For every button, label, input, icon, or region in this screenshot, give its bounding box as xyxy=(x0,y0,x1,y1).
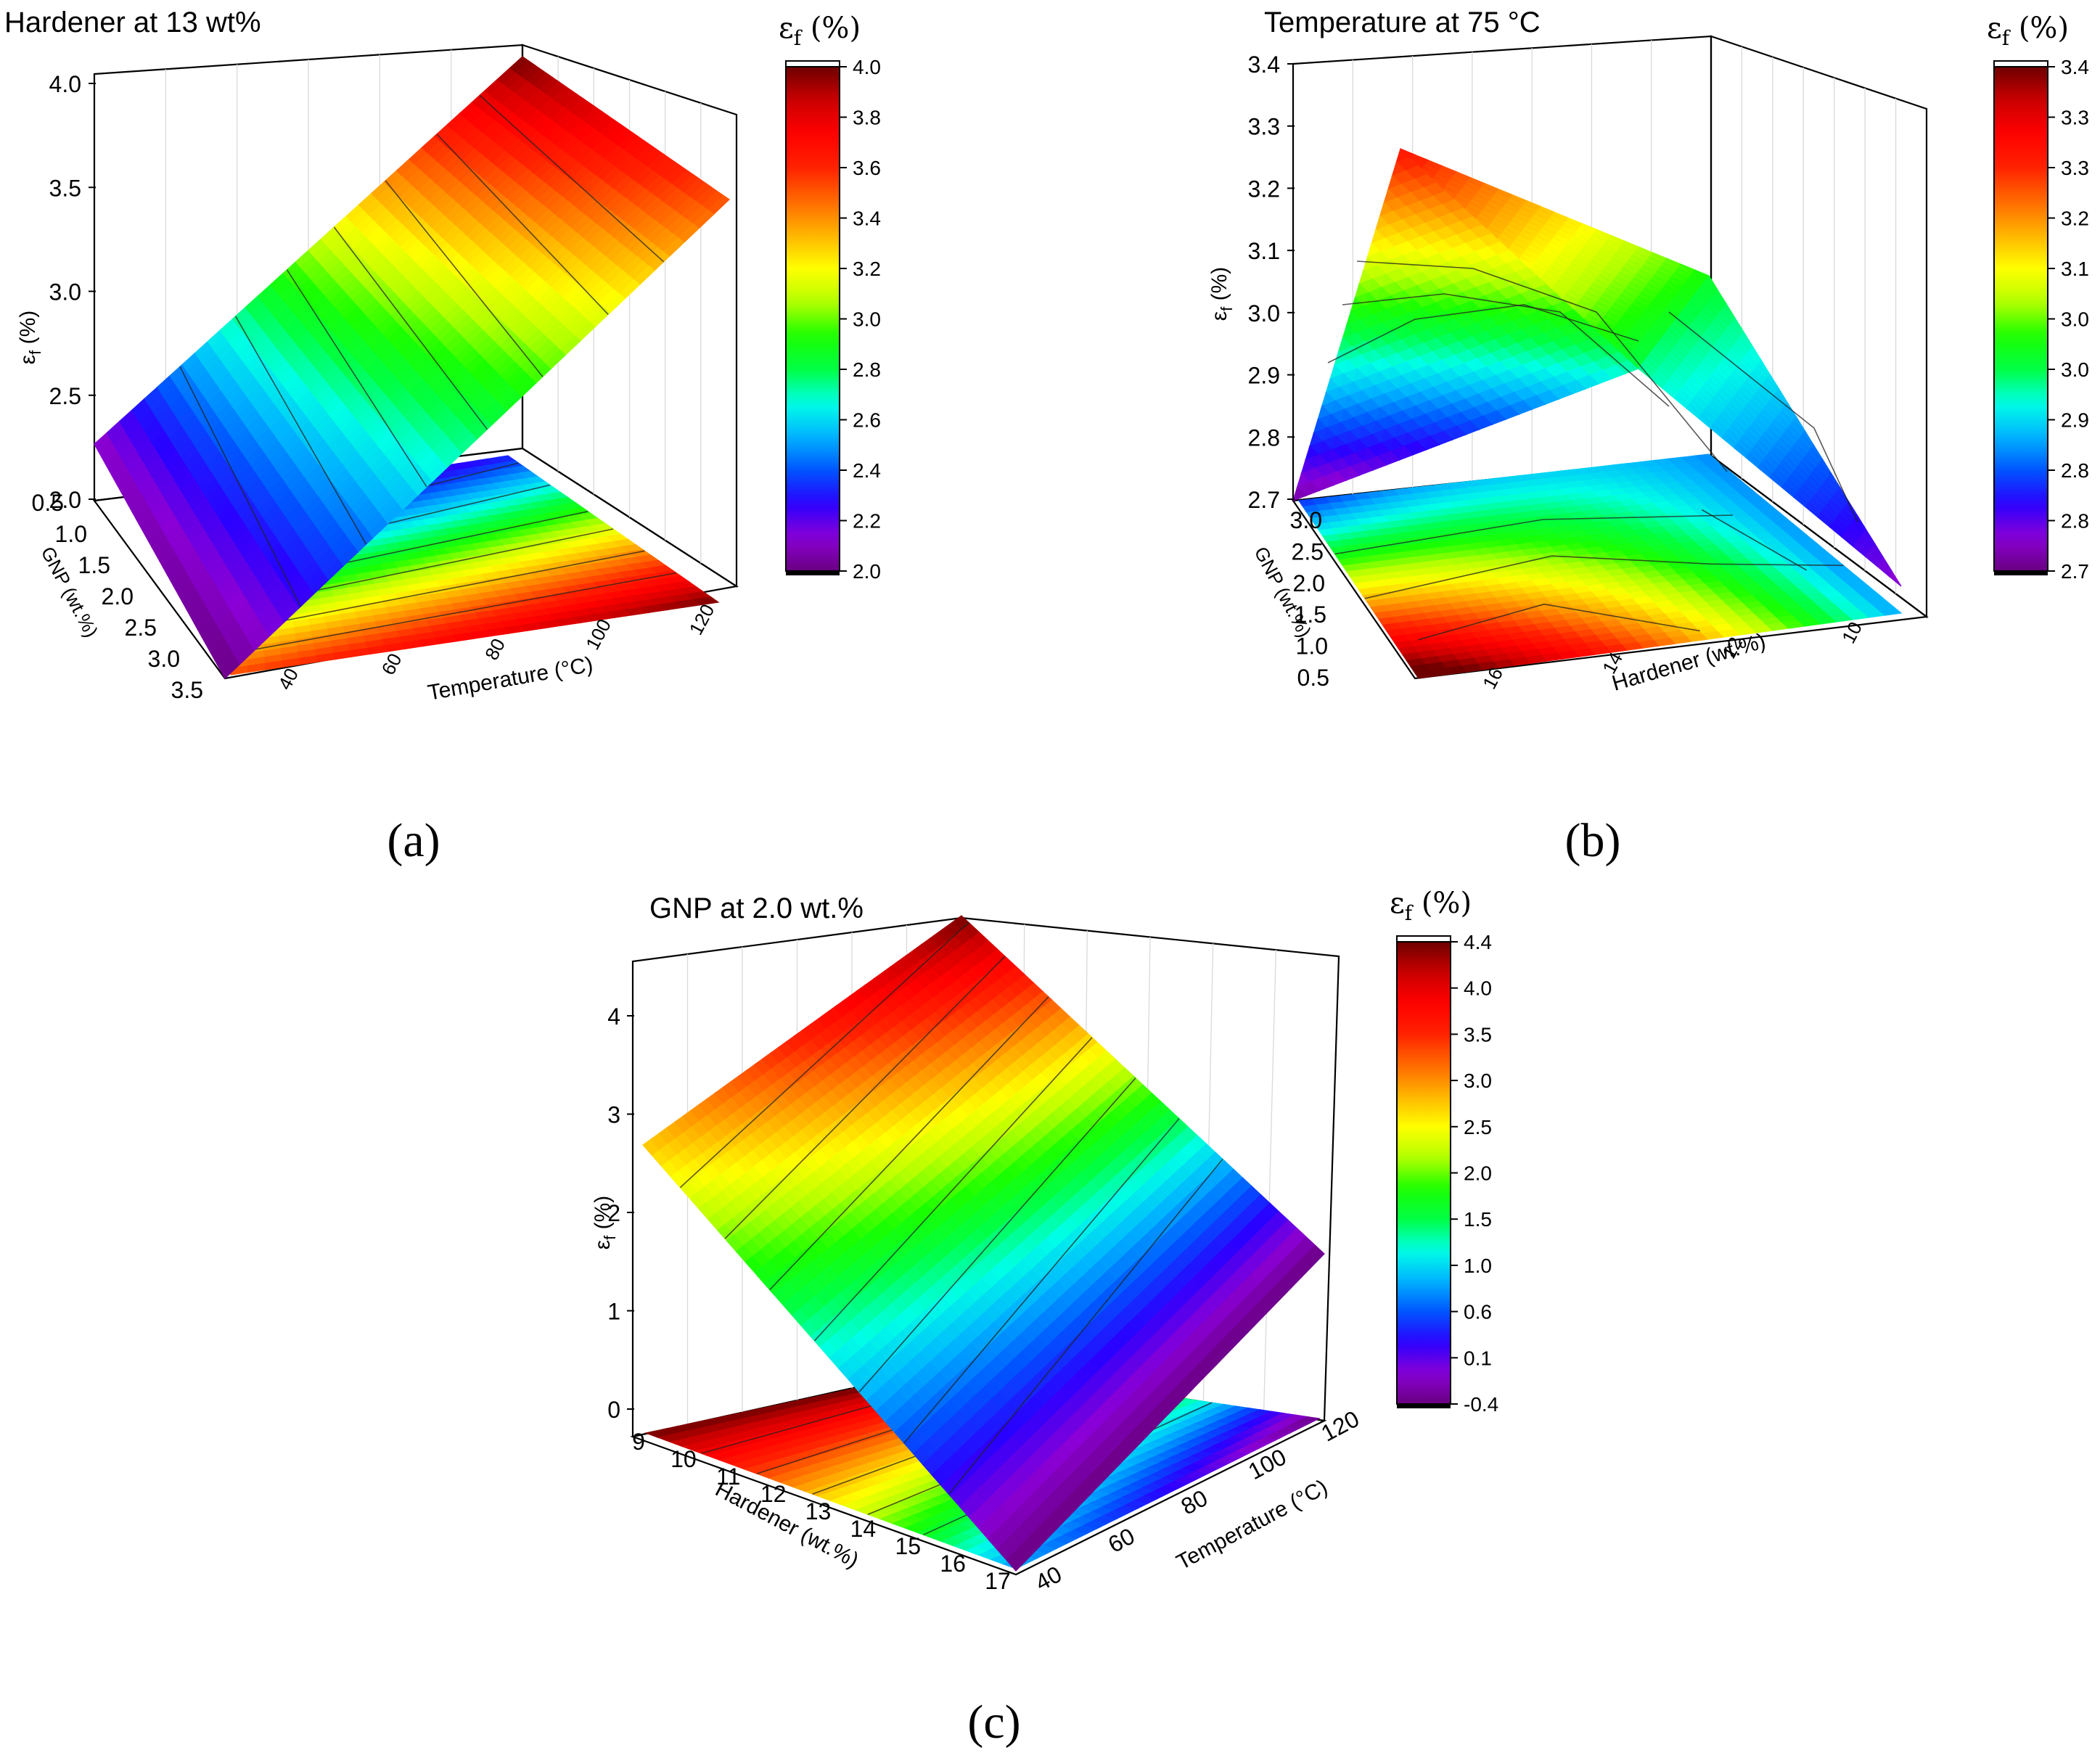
a-floor-contour-line xyxy=(231,550,645,632)
colorbar-tick-label: 3.0 xyxy=(2061,358,2089,381)
colorbar-tick-label: 3.0 xyxy=(2061,308,2089,331)
z-tick-label: 3.0 xyxy=(1248,300,1280,327)
colorbar-tick-label: 3.2 xyxy=(2061,208,2089,230)
a-floor-cell xyxy=(692,596,720,606)
panel-b-title: Temperature at 75 °C xyxy=(1264,7,1541,38)
colorbar-tick-label: 3.1 xyxy=(2061,258,2089,280)
colorbar-tick-label: 2.4 xyxy=(853,459,881,482)
panel-a-x-axis-label: Temperature (°C) xyxy=(426,652,595,705)
z-tick-label: 4.0 xyxy=(49,71,81,97)
colorbar-tick-label: 3.6 xyxy=(853,157,881,179)
colorbar-tick-label: 2.9 xyxy=(2061,409,2089,432)
panel-a-colorbar: εf (%) 2.0 2.2 2.4 2.6 2.8 3.0 3.2 3.4 3.6 3.8 4.0 xyxy=(779,12,881,583)
y-tick-label: 1.5 xyxy=(78,552,110,578)
y-tick-label: 0.5 xyxy=(1297,665,1329,691)
y-tick-label: 2.5 xyxy=(125,615,157,641)
panel-a-z-axis-label: εf (%) xyxy=(16,311,44,365)
colorbar-tick-label: 3.4 xyxy=(2061,56,2089,78)
colorbar-bar xyxy=(1993,66,2048,572)
panel-b-colorbar: εf (%) 2.7 2.8 2.8 2.9 3.0 3.0 3.1 3.2 3.3 3.3 3.4 xyxy=(1987,12,2089,583)
z-tick-label: 2.8 xyxy=(1248,424,1280,451)
panel-a-surface xyxy=(94,56,730,679)
colorbar-tick-label: 3.8 xyxy=(853,107,881,129)
b-surface-cell xyxy=(1888,571,1902,587)
colorbar-tick-label: 2.6 xyxy=(853,409,881,432)
z-tick-label: 3.0 xyxy=(49,279,81,305)
x-tick-label: 10 xyxy=(1837,618,1866,647)
z-tick-label: 3.2 xyxy=(1248,176,1280,202)
x-tick-label: 60 xyxy=(377,649,406,678)
z-tick-label: 3.5 xyxy=(49,175,81,201)
colorbar-tick-label: 3.3 xyxy=(2061,157,2089,179)
colorbar-title: εf (%) xyxy=(779,12,861,50)
z-tick-label: 3.4 xyxy=(1248,52,1280,78)
z-tick-label: 2.9 xyxy=(1248,363,1280,389)
colorbar-tick-label: 3.3 xyxy=(2061,107,2089,129)
y-tick-label: 3.0 xyxy=(1290,507,1322,533)
colorbar-tick-label: 3.0 xyxy=(853,308,881,331)
colorbar-cap-bottom xyxy=(1994,571,2048,575)
y-tick-label: 3.5 xyxy=(171,677,203,703)
y-tick-label: 2.5 xyxy=(1292,538,1324,565)
colorbar-tick-label: 3.4 xyxy=(853,208,881,230)
colorbar-tick-label: 2.0 xyxy=(853,560,881,583)
y-tick-label: 0.5 xyxy=(32,490,64,516)
panel-c-title: GNP at 2.0 wt.% xyxy=(649,892,864,924)
y-tick-label: 2.0 xyxy=(102,583,134,609)
panel-a-label: (a) xyxy=(387,814,440,867)
colorbar-bar xyxy=(785,66,840,572)
colorbar-tick-label: 2.2 xyxy=(853,510,881,533)
colorbar-cap-bottom xyxy=(786,571,840,575)
panel-b: Temperature at 75 °C 2.7 2.8 2.9 3.0 3.1 3.2 3… xyxy=(1207,7,2089,867)
panel-b-label: (b) xyxy=(1565,814,1621,867)
panel-b-z-axis-label: εf (%) xyxy=(1207,267,1236,321)
colorbar-tick-label: 3.2 xyxy=(853,258,881,280)
panel-a: Hardener at 13 wt% 2.02.53.03.54.0406080… xyxy=(4,7,881,867)
colorbar-tick-label: 2.8 xyxy=(853,358,881,381)
y-tick-label: 3.0 xyxy=(148,646,180,672)
panel-a-title: Hardener at 13 wt% xyxy=(4,7,261,38)
grid-line xyxy=(1263,950,1276,1412)
a-floor-contour-line xyxy=(231,572,677,654)
colorbar-cap-top xyxy=(785,60,840,67)
colorbar-title: εf (%) xyxy=(1987,12,2069,50)
colorbar-tick-label: 4.0 xyxy=(853,56,881,78)
y-tick-label: 2.0 xyxy=(1293,570,1325,596)
colorbar-tick-label: 2.8 xyxy=(2061,510,2089,533)
x-tick-label: 80 xyxy=(480,635,509,664)
colorbar-tick-label: 2.7 xyxy=(2061,560,2089,583)
y-tick-label: 1.0 xyxy=(55,521,87,547)
colorbar-tick-label: 2.8 xyxy=(2061,459,2089,482)
colorbar-cap-top xyxy=(1993,60,2048,67)
z-tick-label: 3.3 xyxy=(1248,114,1280,140)
z-tick-label: 2.5 xyxy=(49,383,81,409)
z-tick-label: 2.7 xyxy=(1248,487,1280,513)
z-tick-label: 3.1 xyxy=(1248,238,1280,264)
